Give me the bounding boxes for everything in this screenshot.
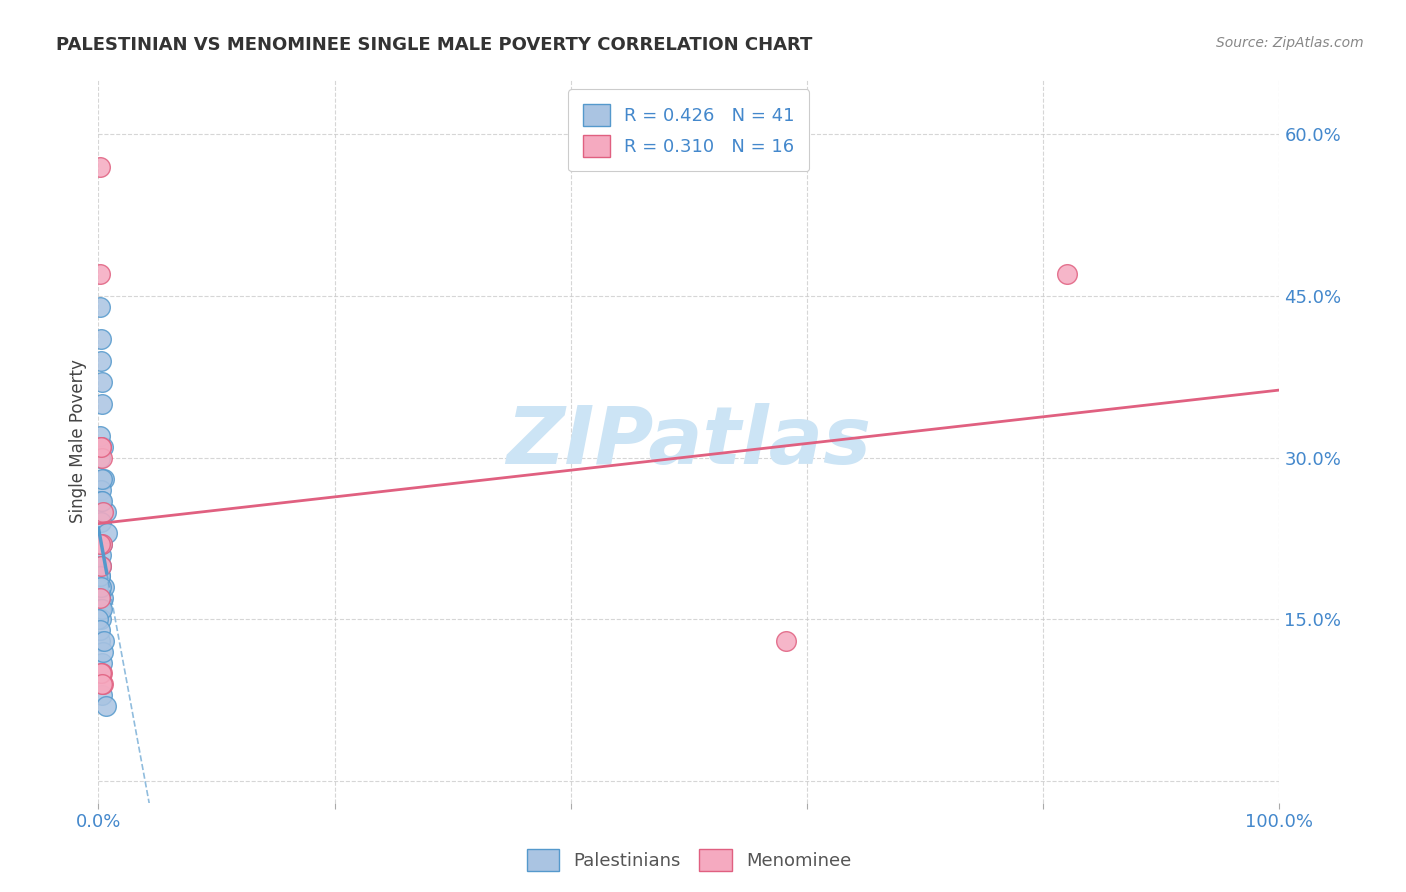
Text: PALESTINIAN VS MENOMINEE SINGLE MALE POVERTY CORRELATION CHART: PALESTINIAN VS MENOMINEE SINGLE MALE POV… bbox=[56, 36, 813, 54]
Point bbox=[91, 666, 114, 681]
Point bbox=[89, 160, 111, 174]
Text: Source: ZipAtlas.com: Source: ZipAtlas.com bbox=[1216, 36, 1364, 50]
Point bbox=[90, 353, 112, 368]
Point bbox=[90, 666, 112, 681]
Point bbox=[89, 537, 111, 551]
Point bbox=[91, 645, 114, 659]
Point bbox=[90, 548, 112, 562]
Point bbox=[90, 516, 112, 530]
Point bbox=[90, 483, 112, 497]
Point bbox=[90, 666, 112, 681]
Point bbox=[89, 591, 111, 605]
Point bbox=[91, 450, 114, 465]
Point bbox=[89, 268, 111, 282]
Point bbox=[90, 493, 112, 508]
Point bbox=[89, 558, 111, 573]
Point bbox=[775, 634, 797, 648]
Point bbox=[89, 569, 111, 583]
Point bbox=[90, 558, 112, 573]
Point bbox=[87, 440, 110, 454]
Point bbox=[93, 634, 115, 648]
Point bbox=[89, 300, 111, 314]
Point bbox=[91, 472, 114, 486]
Point bbox=[91, 397, 114, 411]
Point bbox=[91, 376, 114, 390]
Point bbox=[90, 440, 112, 454]
Point bbox=[91, 688, 114, 702]
Point bbox=[96, 526, 118, 541]
Point bbox=[91, 440, 114, 454]
Point bbox=[87, 612, 110, 626]
Point bbox=[91, 677, 114, 691]
Point bbox=[93, 472, 115, 486]
Point bbox=[91, 493, 114, 508]
Point bbox=[91, 591, 114, 605]
Point bbox=[90, 558, 112, 573]
Point bbox=[90, 332, 112, 346]
Point bbox=[91, 677, 114, 691]
Point bbox=[90, 580, 112, 594]
Point bbox=[89, 601, 111, 615]
Y-axis label: Single Male Poverty: Single Male Poverty bbox=[69, 359, 87, 524]
Point bbox=[90, 612, 112, 626]
Legend: Palestinians, Menominee: Palestinians, Menominee bbox=[519, 842, 859, 879]
Point bbox=[94, 505, 117, 519]
Point bbox=[91, 505, 114, 519]
Point bbox=[91, 537, 114, 551]
Point bbox=[90, 440, 112, 454]
Point bbox=[89, 624, 111, 638]
Point bbox=[89, 450, 111, 465]
Point bbox=[91, 537, 114, 551]
Point bbox=[89, 429, 111, 443]
Point bbox=[91, 656, 114, 670]
Point bbox=[87, 580, 110, 594]
Point bbox=[91, 601, 114, 615]
Point bbox=[89, 634, 111, 648]
Point bbox=[94, 698, 117, 713]
Point bbox=[89, 569, 111, 583]
Point bbox=[90, 601, 112, 615]
Point bbox=[89, 591, 111, 605]
Text: ZIPatlas: ZIPatlas bbox=[506, 402, 872, 481]
Point bbox=[1056, 268, 1078, 282]
Point bbox=[93, 580, 115, 594]
Legend: R = 0.426   N = 41, R = 0.310   N = 16: R = 0.426 N = 41, R = 0.310 N = 16 bbox=[568, 89, 810, 171]
